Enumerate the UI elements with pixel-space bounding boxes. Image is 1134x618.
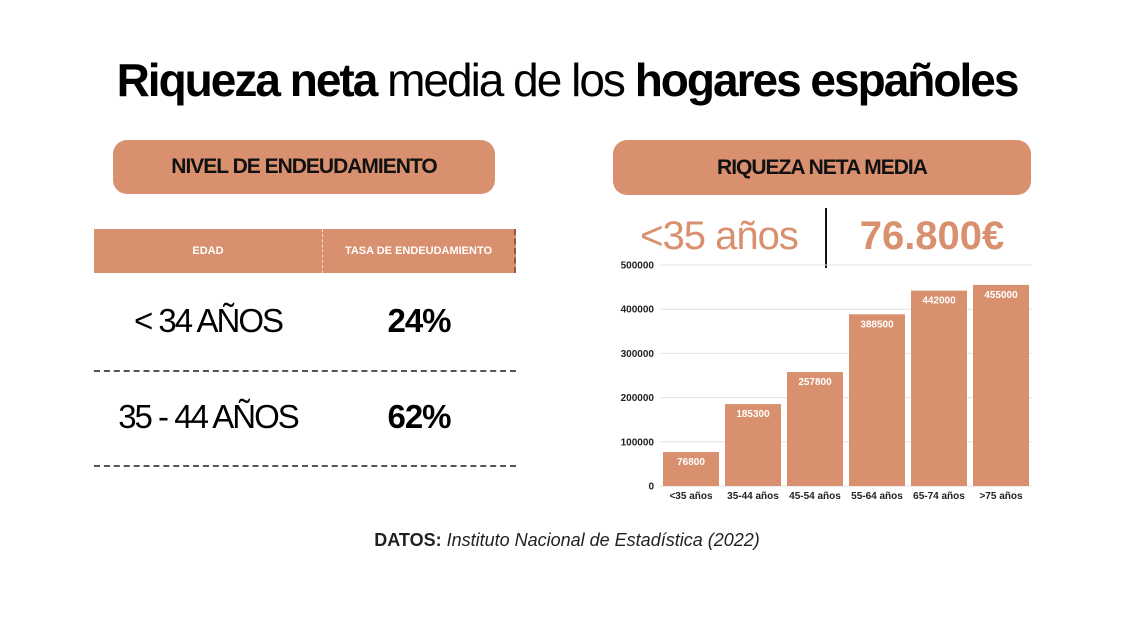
bar-value-label: 442000 xyxy=(922,296,956,307)
bar-value-label: 185300 xyxy=(736,409,770,420)
bar xyxy=(911,290,967,486)
y-tick-label: 200000 xyxy=(621,393,655,404)
y-tick-label: 300000 xyxy=(621,349,655,360)
bar xyxy=(849,314,905,486)
rate-cell: 62% xyxy=(387,398,451,435)
title-bold-part: Riqueza neta xyxy=(116,54,379,106)
wealth-bar-chart: 0 100000 200000 300000 400000 500000 76800 <35 … xyxy=(621,261,1032,502)
highlight-wealth-value: 76.800€ xyxy=(859,213,1005,258)
debt-level-heading: NIVEL DE ENDEUDAMIENTO xyxy=(113,140,495,194)
x-tick-label: <35 años xyxy=(669,491,713,502)
bar xyxy=(787,372,843,486)
age-cell: < 34 AÑOS xyxy=(133,302,284,339)
source-label: DATOS: xyxy=(374,530,442,550)
x-tick-label: 55-64 años xyxy=(851,491,903,502)
bar xyxy=(663,452,719,486)
bar-value-label: 388500 xyxy=(860,319,894,330)
x-tick-label: 35-44 años xyxy=(727,491,779,502)
table-row: 35 - 44 AÑOS 62% xyxy=(94,394,516,440)
column-header-rate: TASA DE ENDEUDAMIENTO xyxy=(323,229,516,273)
page-title: Riqueza neta media de los hogares españo… xyxy=(0,50,1134,110)
highlight-age-group: <35 años xyxy=(640,213,799,258)
x-tick-label: >75 años xyxy=(979,491,1023,502)
x-tick-label: 65-74 años xyxy=(913,491,965,502)
bar-value-label: 257800 xyxy=(798,377,832,388)
rate-cell: 24% xyxy=(387,302,451,339)
net-wealth-heading: RIQUEZA NETA MEDIA xyxy=(613,140,1031,195)
x-tick-label: 45-54 años xyxy=(789,491,841,502)
source-text: Instituto Nacional de Estadística (2022) xyxy=(441,530,760,550)
title-regular-part: media de los xyxy=(376,54,635,106)
row-divider xyxy=(94,465,516,467)
age-cell: 35 - 44 AÑOS xyxy=(118,398,300,435)
bar xyxy=(973,284,1029,486)
y-tick-label: 100000 xyxy=(621,437,655,448)
row-divider xyxy=(94,370,516,372)
highlight-separator xyxy=(825,208,827,268)
column-header-age: EDAD xyxy=(94,229,323,273)
bar-value-label: 455000 xyxy=(984,290,1018,301)
debt-table-header: EDAD TASA DE ENDEUDAMIENTO xyxy=(94,229,516,273)
table-row: < 34 AÑOS 24% xyxy=(94,298,516,344)
title-bold-part-2: hogares españoles xyxy=(634,54,1020,106)
bar-value-label: 76800 xyxy=(677,457,705,468)
y-tick-label: 500000 xyxy=(621,261,655,272)
source-note: DATOS: Instituto Nacional de Estadística… xyxy=(0,530,1134,551)
y-tick-label: 0 xyxy=(648,482,654,493)
bar xyxy=(725,404,781,486)
y-tick-label: 400000 xyxy=(621,305,655,316)
